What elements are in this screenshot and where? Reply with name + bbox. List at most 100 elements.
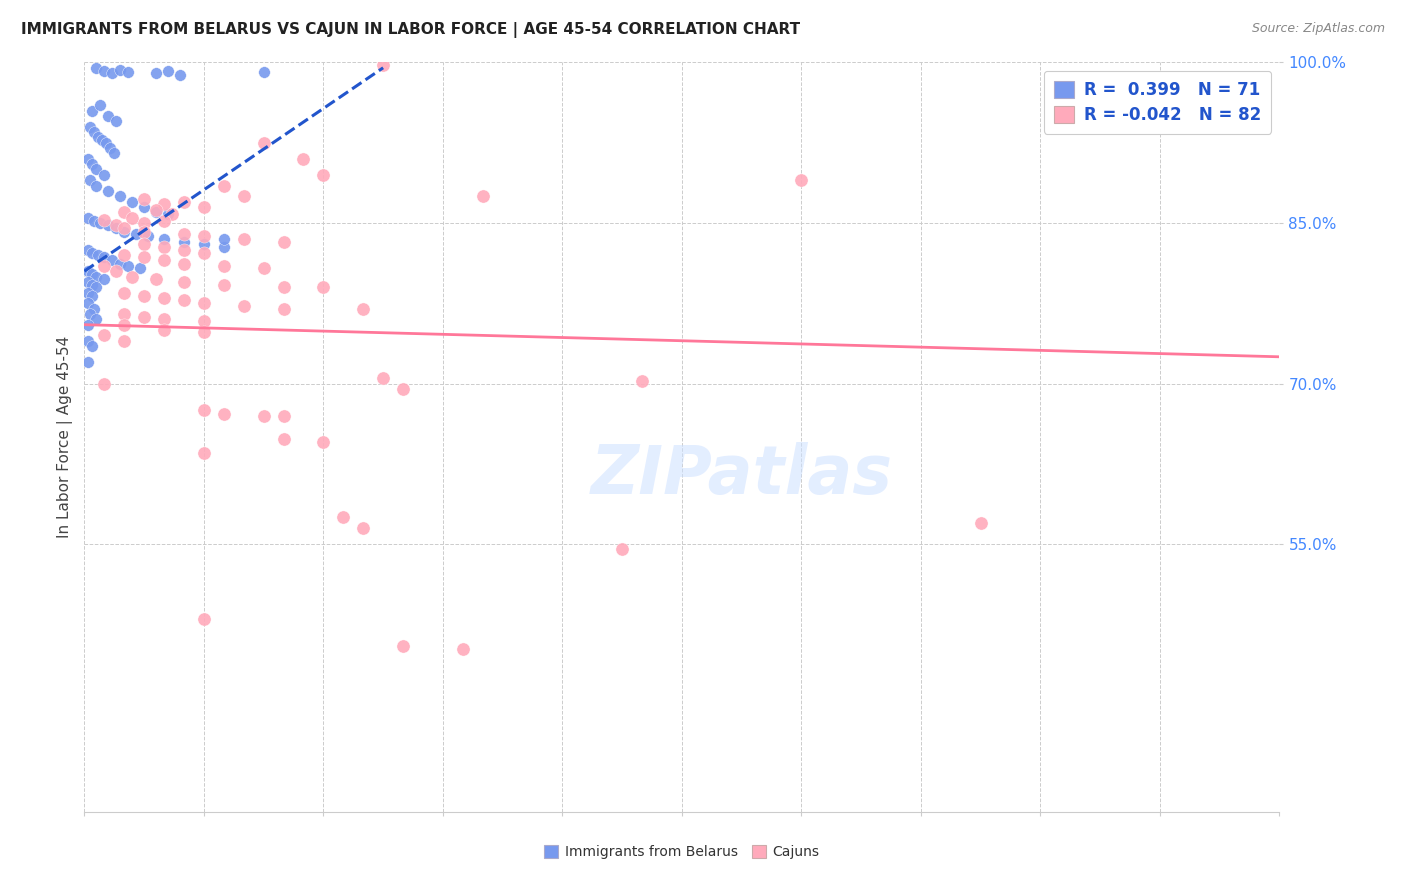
Point	[112, 205, 135, 219]
Point	[82, 246, 104, 260]
Point	[392, 382, 415, 396]
Point	[173, 275, 195, 289]
Point	[82, 157, 104, 171]
Point	[612, 542, 634, 557]
Point	[153, 232, 176, 246]
Point	[136, 228, 159, 243]
Point	[153, 196, 176, 211]
Point	[471, 189, 494, 203]
Point	[110, 189, 132, 203]
Point	[193, 296, 215, 310]
Point	[157, 207, 180, 221]
Point	[79, 307, 101, 321]
Point	[117, 259, 139, 273]
Point	[970, 516, 993, 530]
Point	[125, 227, 148, 241]
Point	[212, 232, 235, 246]
Point	[153, 312, 176, 326]
Point	[232, 189, 254, 203]
Point	[83, 125, 105, 139]
Point	[89, 216, 111, 230]
Point	[110, 62, 132, 77]
Point	[93, 259, 115, 273]
Point	[153, 239, 176, 253]
Point	[93, 212, 115, 227]
Point	[253, 136, 276, 150]
Point	[87, 130, 110, 145]
Point	[105, 218, 128, 232]
Point	[112, 225, 135, 239]
Point	[193, 325, 215, 339]
Point	[82, 289, 104, 303]
Point	[77, 264, 100, 278]
Point	[79, 120, 101, 134]
Point	[82, 103, 104, 118]
Point	[97, 109, 120, 123]
Point	[93, 328, 115, 343]
Point	[153, 291, 176, 305]
Point	[273, 235, 295, 250]
Point	[112, 318, 135, 332]
Text: ZIPatlas: ZIPatlas	[591, 442, 893, 508]
Point	[112, 285, 135, 300]
Text: Source: ZipAtlas.com: Source: ZipAtlas.com	[1251, 22, 1385, 36]
Point	[153, 323, 176, 337]
Point	[129, 260, 152, 275]
Point	[193, 200, 215, 214]
Point	[153, 253, 176, 268]
Point	[117, 65, 139, 79]
Point	[105, 264, 128, 278]
Point	[93, 64, 115, 78]
Point	[77, 211, 100, 225]
Point	[451, 642, 474, 657]
Point	[332, 510, 354, 524]
Point	[82, 339, 104, 353]
Point	[193, 246, 215, 260]
Point	[86, 61, 108, 75]
Point	[273, 432, 295, 446]
Point	[86, 269, 108, 284]
Point	[193, 237, 215, 252]
Point	[93, 376, 115, 391]
Point	[97, 218, 120, 232]
Point	[121, 269, 143, 284]
Point	[93, 250, 115, 264]
Point	[212, 239, 235, 253]
Point	[96, 136, 118, 150]
Point	[312, 168, 335, 182]
Point	[83, 301, 105, 316]
Point	[352, 521, 374, 535]
Point	[312, 280, 335, 294]
Point	[157, 64, 180, 78]
Point	[132, 289, 156, 303]
Point	[212, 278, 235, 293]
Point	[373, 371, 395, 385]
Point	[173, 293, 195, 307]
Point	[105, 114, 128, 128]
Point	[86, 162, 108, 177]
Point	[79, 173, 101, 187]
Legend: Immigrants from Belarus, Cajuns: Immigrants from Belarus, Cajuns	[538, 839, 825, 864]
Point	[292, 152, 315, 166]
Point	[232, 232, 254, 246]
Point	[91, 132, 114, 146]
Point	[103, 146, 125, 161]
Point	[87, 248, 110, 262]
Point	[93, 168, 115, 182]
Point	[169, 68, 191, 82]
Point	[93, 271, 115, 285]
Point	[98, 141, 121, 155]
Point	[105, 221, 128, 235]
Y-axis label: In Labor Force | Age 45-54: In Labor Force | Age 45-54	[58, 336, 73, 538]
Point	[193, 612, 215, 626]
Point	[173, 227, 195, 241]
Point	[352, 301, 374, 316]
Point	[392, 639, 415, 653]
Point	[132, 250, 156, 264]
Point	[132, 225, 156, 239]
Point	[212, 259, 235, 273]
Point	[312, 435, 335, 450]
Point	[86, 178, 108, 193]
Point	[373, 57, 395, 71]
Point	[101, 253, 124, 268]
